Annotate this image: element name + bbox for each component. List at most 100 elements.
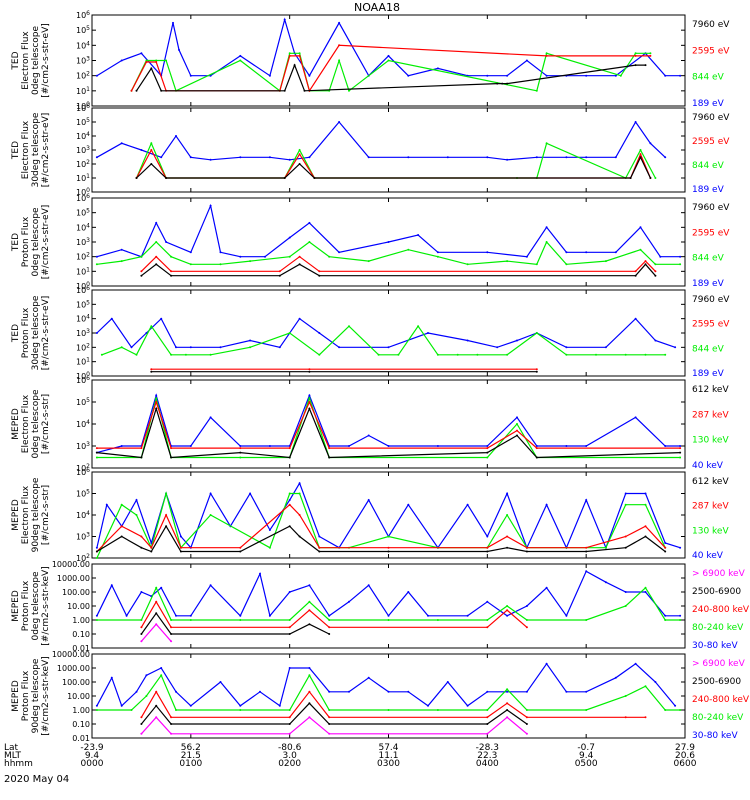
series-2500-6900 bbox=[140, 612, 330, 635]
data-point bbox=[140, 456, 143, 459]
data-point bbox=[516, 429, 518, 432]
data-point bbox=[308, 221, 311, 224]
panel-ted-p-0: 100 101 102 103 104 105 106 TEDProton Flux0deg … bbox=[11, 193, 730, 291]
data-point bbox=[178, 48, 180, 51]
data-point bbox=[288, 456, 291, 459]
data-point bbox=[288, 255, 291, 258]
data-point bbox=[525, 255, 528, 258]
footer-hhmm-value: 0300 bbox=[377, 759, 400, 769]
data-point bbox=[348, 325, 350, 328]
data-point bbox=[387, 614, 390, 617]
data-point bbox=[649, 177, 652, 179]
data-point bbox=[565, 445, 568, 447]
data-point bbox=[525, 732, 528, 735]
data-point bbox=[328, 619, 331, 621]
data-point bbox=[170, 723, 173, 725]
panel-ted-p-30: 100 101 102 103 104 105 106 TEDProton Flux30deg… bbox=[11, 285, 730, 381]
data-point bbox=[308, 623, 311, 626]
data-point bbox=[209, 204, 212, 207]
data-point bbox=[219, 346, 222, 349]
y-axis-label-line: 30deg telescope bbox=[31, 112, 41, 187]
data-point bbox=[516, 416, 518, 419]
data-point bbox=[506, 688, 509, 691]
data-point bbox=[150, 550, 153, 553]
y-tick-label: 105 bbox=[76, 489, 90, 499]
data-point bbox=[525, 709, 528, 711]
data-point bbox=[298, 317, 301, 320]
data-point bbox=[407, 74, 410, 77]
data-point bbox=[604, 260, 607, 263]
y-tick-label: 105 bbox=[76, 25, 90, 35]
data-point bbox=[506, 546, 509, 549]
legend-entry: 30-80 keV bbox=[692, 641, 738, 651]
data-point bbox=[466, 503, 469, 506]
data-point bbox=[209, 353, 212, 356]
data-point bbox=[308, 370, 311, 373]
data-point bbox=[249, 260, 252, 263]
legend-entry: 2595 eV bbox=[692, 228, 730, 238]
data-point bbox=[545, 142, 548, 145]
data-point bbox=[659, 255, 662, 258]
data-point bbox=[175, 614, 177, 617]
y-tick-label: 106 bbox=[76, 375, 90, 385]
footer-lat-value: 56.2 bbox=[181, 743, 201, 753]
data-point bbox=[525, 690, 528, 693]
data-point bbox=[679, 74, 682, 77]
data-point bbox=[595, 353, 597, 356]
legend-entry: 189 eV bbox=[692, 279, 725, 289]
data-point bbox=[288, 626, 291, 629]
data-point bbox=[486, 456, 489, 459]
data-point bbox=[486, 732, 489, 735]
data-point bbox=[679, 263, 682, 266]
data-point bbox=[624, 695, 627, 697]
data-point bbox=[328, 690, 331, 693]
data-point bbox=[639, 248, 642, 251]
y-tick-label: 103 bbox=[76, 237, 90, 247]
y-axis-label-line: Proton Flux bbox=[21, 580, 31, 631]
data-point bbox=[160, 89, 163, 92]
data-point bbox=[634, 317, 637, 320]
data-point bbox=[674, 346, 677, 349]
data-point bbox=[679, 709, 682, 711]
data-point bbox=[189, 704, 192, 707]
data-point bbox=[155, 407, 158, 410]
data-point bbox=[278, 270, 281, 273]
data-point bbox=[278, 346, 281, 349]
data-point bbox=[525, 619, 528, 621]
data-point bbox=[160, 317, 163, 320]
data-point bbox=[155, 716, 158, 719]
data-point bbox=[328, 456, 331, 459]
data-point bbox=[585, 74, 588, 77]
data-point bbox=[486, 447, 489, 450]
series-7960-ev bbox=[135, 63, 646, 92]
data-point bbox=[565, 346, 568, 349]
footer-mlt-value: 20.6 bbox=[675, 751, 695, 761]
data-point bbox=[165, 492, 168, 495]
data-point bbox=[387, 709, 390, 711]
data-point bbox=[624, 605, 627, 607]
legend-entry: 189 eV bbox=[692, 369, 725, 379]
data-point bbox=[644, 503, 647, 506]
data-point bbox=[135, 690, 138, 693]
data-point bbox=[278, 704, 281, 707]
data-point bbox=[298, 54, 301, 57]
data-point bbox=[585, 546, 588, 549]
y-tick-label: 10000.00 bbox=[52, 560, 90, 569]
y-axis-label-line: 0deg telescope bbox=[31, 26, 41, 96]
data-point bbox=[367, 676, 370, 679]
data-point bbox=[338, 44, 341, 47]
y-tick-label: 106 bbox=[76, 285, 90, 295]
data-point bbox=[318, 270, 321, 273]
y-tick-label: 103 bbox=[76, 328, 90, 338]
data-point bbox=[95, 456, 98, 459]
data-point bbox=[387, 546, 390, 549]
data-point bbox=[95, 614, 98, 617]
data-point bbox=[679, 619, 682, 621]
data-point bbox=[308, 156, 311, 159]
data-point bbox=[525, 716, 528, 719]
data-point bbox=[387, 619, 390, 621]
data-point bbox=[654, 177, 657, 179]
footer-hhmm-value: 0500 bbox=[575, 759, 598, 769]
data-point bbox=[506, 690, 509, 693]
